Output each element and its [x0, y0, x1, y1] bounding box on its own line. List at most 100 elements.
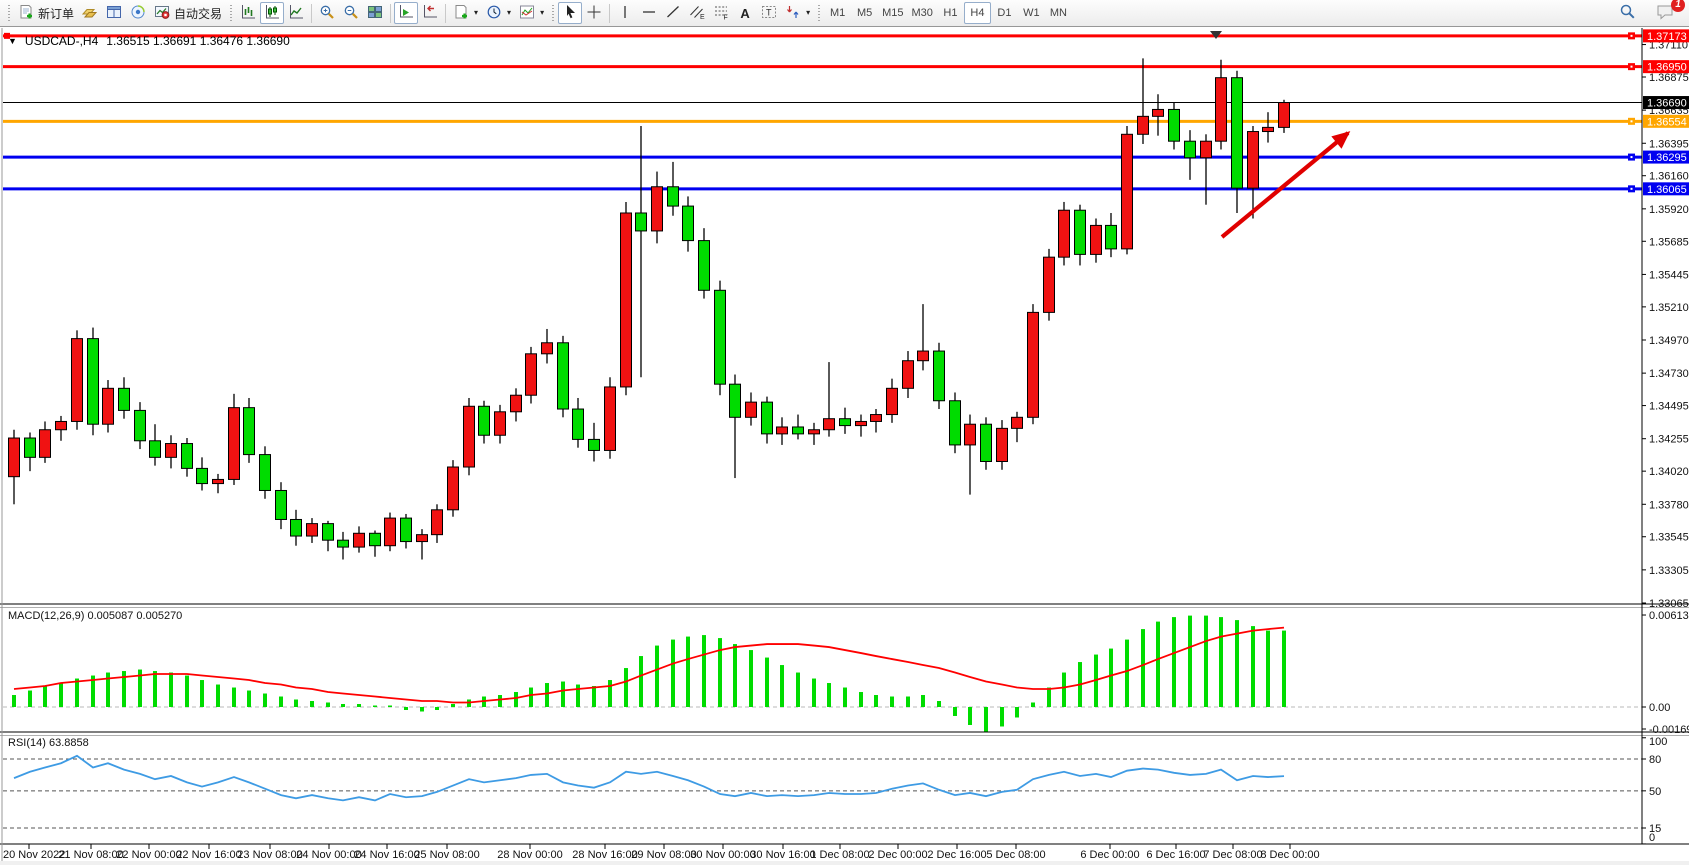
macd-bar	[984, 707, 988, 733]
candle-body	[118, 387, 130, 411]
macd-bar	[28, 690, 32, 707]
text-label-button[interactable]: T	[757, 2, 781, 24]
timeframe-mn-button[interactable]: MN	[1045, 2, 1072, 24]
svg-text:50: 50	[1649, 786, 1661, 798]
svg-text:1.37110: 1.37110	[1649, 40, 1688, 52]
candle-body	[933, 350, 945, 402]
text-icon: A	[740, 5, 750, 21]
candle-body	[1105, 224, 1117, 250]
candlestick-chart-button[interactable]	[260, 2, 285, 24]
price-badge: 1.37173	[1643, 29, 1689, 43]
chart-shift-button[interactable]	[418, 2, 442, 24]
svg-text:T: T	[766, 7, 772, 17]
macd-bar	[1125, 639, 1129, 707]
price-badge: 1.36554	[1643, 114, 1689, 128]
toolbar-grip	[818, 5, 821, 21]
auto-scroll-button[interactable]	[394, 2, 419, 24]
equidistant-channel-button[interactable]: E	[685, 2, 709, 24]
svg-text:1.36295: 1.36295	[1647, 152, 1687, 164]
gold-chart-button[interactable]	[78, 2, 102, 24]
candle-body	[102, 387, 114, 425]
gold-icon	[81, 4, 98, 23]
macd-bar	[1282, 630, 1286, 707]
fibonacci-button[interactable]: F	[709, 2, 733, 24]
svg-text:1.36065: 1.36065	[1647, 184, 1687, 196]
timeframe-h1-button[interactable]: H1	[937, 2, 964, 24]
macd-signal-line	[13, 626, 1285, 704]
profiles-button[interactable]	[102, 2, 126, 24]
candle-body	[494, 411, 506, 436]
one-click-toggle-icon[interactable]: ▼	[8, 36, 17, 46]
timeframe-w1-button[interactable]: W1	[1018, 2, 1045, 24]
candle-body	[776, 426, 788, 435]
macd-bar	[153, 671, 157, 707]
candle-body	[1168, 108, 1180, 142]
candle-body	[682, 205, 694, 242]
timeframe-m30-button[interactable]: M30	[908, 2, 937, 24]
svg-text:1.33780: 1.33780	[1649, 499, 1689, 511]
svg-text:23 Nov 08:00: 23 Nov 08:00	[237, 849, 302, 861]
new-order-button[interactable]: 新订单	[14, 2, 78, 24]
macd-bar	[106, 672, 110, 707]
crosshair-button[interactable]	[582, 2, 606, 24]
periods-button[interactable]: ▾	[482, 2, 515, 24]
chart-shift-marker[interactable]	[1210, 31, 1222, 39]
macd-bar	[1204, 615, 1208, 707]
vertical-line-button[interactable]	[613, 2, 637, 24]
candle-body	[196, 467, 208, 485]
line-handle[interactable]	[4, 32, 10, 39]
line-chart-button[interactable]	[284, 2, 308, 24]
zoom-in-icon	[319, 4, 335, 23]
indicators-button[interactable]: ▾	[515, 2, 548, 24]
macd-bar	[91, 675, 95, 707]
timeframe-d1-button[interactable]: D1	[991, 2, 1018, 24]
toolbar-grip	[552, 5, 555, 21]
text-button[interactable]: A	[733, 2, 757, 24]
trendline-button[interactable]	[661, 2, 685, 24]
horizontal-line-button[interactable]	[637, 2, 661, 24]
zoom-out-button[interactable]	[339, 2, 363, 24]
candle-body	[1215, 77, 1227, 142]
horizontal-line-icon	[641, 4, 657, 23]
new-order-icon	[18, 4, 34, 23]
macd-bar	[765, 657, 769, 707]
timeframe-m1-button[interactable]: M1	[824, 2, 851, 24]
auto-trading-button[interactable]: 自动交易	[150, 2, 226, 24]
zoom-in-button[interactable]	[315, 2, 339, 24]
macd-histogram	[12, 615, 1286, 733]
macd-bar	[310, 701, 314, 707]
arrows-icon	[785, 4, 801, 23]
signals-button[interactable]	[126, 2, 150, 24]
candle-body	[855, 420, 867, 427]
notifications-button[interactable]: 1	[1652, 0, 1685, 24]
timeframe-h4-button[interactable]: H4	[963, 2, 991, 24]
macd-bar	[874, 695, 878, 707]
ohlc-values: 1.36515 1.36691 1.36476 1.36690	[106, 34, 290, 48]
toolbar-grip	[8, 5, 10, 21]
timeframe-m15-button[interactable]: M15	[878, 2, 907, 24]
rsi-label: RSI(14) 63.8858	[8, 737, 89, 749]
bar-chart-button[interactable]	[236, 2, 260, 24]
svg-text:7 Dec 08:00: 7 Dec 08:00	[1203, 849, 1262, 861]
svg-text:80: 80	[1649, 754, 1661, 766]
macd-bar	[435, 707, 439, 710]
chart-shift-icon	[422, 4, 438, 23]
macd-bar	[1015, 707, 1019, 718]
macd-bar	[1141, 629, 1145, 707]
cursor-button[interactable]	[558, 2, 583, 24]
trend-arrow[interactable]	[1220, 131, 1351, 239]
macd-bar	[859, 692, 863, 707]
search-button[interactable]	[1615, 2, 1640, 24]
macd-bar	[561, 681, 565, 707]
timeframe-m5-button[interactable]: M5	[851, 2, 878, 24]
arrows-button[interactable]: ▾	[781, 2, 814, 24]
macd-bar	[263, 693, 267, 707]
channel-icon: E	[689, 4, 705, 23]
tile-windows-button[interactable]	[363, 2, 387, 24]
new-template-button[interactable]: ▾	[449, 2, 482, 24]
candle-body	[337, 539, 349, 548]
chevron-down-icon: ▾	[806, 8, 811, 17]
svg-text:1.34970: 1.34970	[1649, 335, 1689, 347]
